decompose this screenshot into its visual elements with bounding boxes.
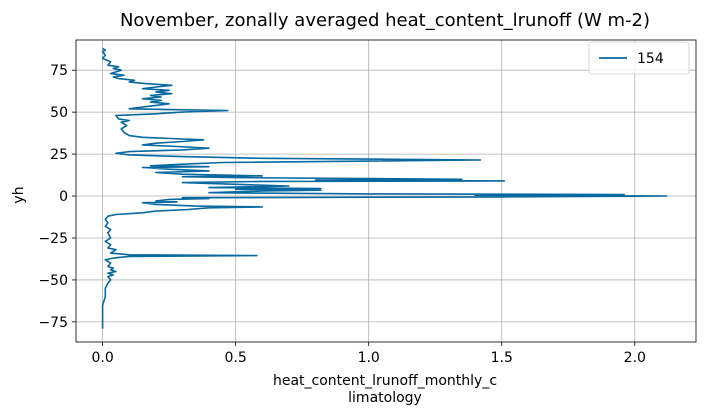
x-tick-label: 0.0 [91, 350, 113, 366]
y-tick-label: 0 [59, 189, 68, 205]
x-axis-label-line-1: heat_content_lrunoff_monthly_c [273, 373, 497, 389]
y-tick-label: 50 [50, 105, 68, 121]
y-axis: 75 50 25 0 −25 −50 −75 [38, 63, 76, 331]
y-axis-label: yh [11, 186, 27, 203]
y-tick-label: 75 [50, 63, 68, 79]
x-tick-label: 0.5 [225, 350, 247, 366]
y-tick-label: −75 [38, 315, 68, 331]
x-tick-label: 2.0 [624, 350, 646, 366]
chart-title: November, zonally averaged heat_content_… [120, 10, 650, 31]
series-line-154 [101, 47, 668, 329]
x-axis-label-line-2: limatology [348, 390, 422, 406]
legend-label: 154 [637, 51, 664, 67]
legend: 154 [588, 41, 690, 75]
x-tick-label: 1.0 [358, 350, 380, 366]
y-tick-label: 25 [50, 147, 68, 163]
y-tick-label: −50 [38, 273, 68, 289]
legend-box [588, 41, 690, 75]
series-layer [101, 47, 668, 329]
y-tick-label: −25 [38, 231, 68, 247]
x-axis: 0.0 0.5 1.0 1.5 2.0 [91, 342, 646, 366]
x-tick-label: 1.5 [491, 350, 513, 366]
plot-frame [75, 39, 697, 343]
